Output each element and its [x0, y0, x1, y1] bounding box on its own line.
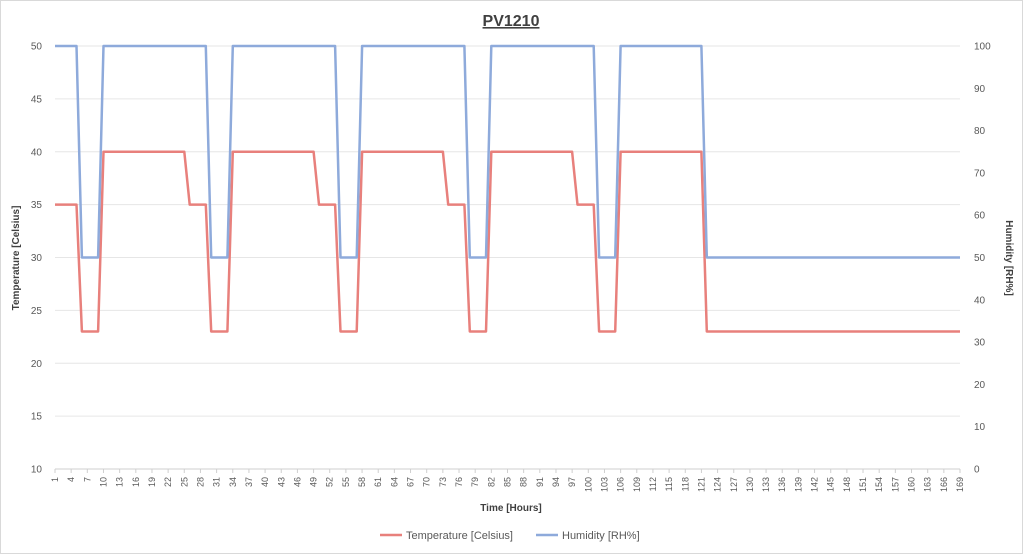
y-right-tick-label: 80: [974, 126, 986, 137]
x-tick-label: 46: [292, 477, 302, 487]
y-left-tick-label: 30: [31, 253, 43, 264]
x-tick-label: 16: [131, 477, 141, 487]
x-tick-label: 91: [535, 477, 545, 487]
y-left-tick-label: 20: [31, 359, 43, 370]
x-tick-label: 103: [599, 477, 609, 492]
series-lines: [55, 44, 960, 333]
x-tick-label: 61: [373, 477, 383, 487]
x-tick-label: 19: [147, 477, 157, 487]
x-tick-label: 37: [244, 477, 254, 487]
x-tick-label: 10: [98, 477, 108, 487]
x-tick-label: 73: [438, 477, 448, 487]
y-right-tick-label: 10: [974, 422, 986, 433]
x-tick-label: 115: [664, 477, 674, 491]
x-tick-label: 7: [82, 477, 92, 482]
x-tick-label: 52: [325, 477, 335, 487]
y-right-tick-label: 0: [974, 465, 980, 476]
y-left-tick-label: 35: [31, 200, 43, 211]
x-tick-label: 106: [616, 477, 626, 492]
x-tick-label: 31: [212, 477, 222, 487]
x-tick-label: 124: [713, 477, 723, 492]
y-right-tick-label: 40: [974, 295, 986, 306]
x-tick-label: 1: [50, 477, 60, 482]
x-axis-title: Time [Hours]: [480, 503, 542, 514]
y-right-tick-label: 50: [974, 253, 986, 264]
x-tick-label: 142: [810, 477, 820, 492]
x-tick-label: 169: [955, 477, 965, 492]
x-tick-label: 70: [422, 477, 432, 487]
humidity-series-line: [55, 44, 960, 259]
x-tick-label: 64: [389, 477, 399, 487]
x-tick-label: 43: [276, 477, 286, 487]
x-tick-label: 58: [357, 477, 367, 487]
x-tick-label: 112: [648, 477, 658, 491]
x-tick-label: 55: [341, 477, 351, 487]
x-tick-label: 136: [777, 477, 787, 492]
y-left-tick-label: 45: [31, 94, 43, 105]
x-tick-label: 109: [632, 477, 642, 492]
x-tick-label: 100: [583, 477, 593, 492]
x-tick-label: 22: [163, 477, 173, 487]
x-tick-label: 145: [826, 477, 836, 492]
y-left-tick-label: 50: [31, 42, 43, 53]
legend: Temperature [Celsius] Humidity [RH%]: [380, 530, 640, 542]
x-tick-label: 25: [179, 477, 189, 487]
y-left-tick-label: 25: [31, 306, 43, 317]
y-axis-left-title: Temperature [Celsius]: [11, 206, 22, 311]
x-tick-label: 121: [696, 477, 706, 492]
temperature-series-line: [55, 150, 960, 333]
axes: 10 15 20 25 30 35 40 45 50 0 10 20 30 40 50 60 70 80 90 100…: [31, 42, 991, 493]
x-tick-label: 82: [486, 477, 496, 487]
x-tick-label: 34: [228, 477, 238, 487]
x-tick-label: 94: [551, 477, 561, 487]
x-tick-label: 85: [503, 477, 513, 487]
x-tick-label: 157: [890, 477, 900, 492]
y-right-tick-label: 60: [974, 211, 986, 222]
y-left-tick-label: 15: [31, 412, 43, 423]
y-right-tick-label: 70: [974, 168, 986, 179]
x-tick-label: 118: [680, 477, 690, 491]
x-tick-label: 130: [745, 477, 755, 492]
legend-label-temperature: Temperature [Celsius]: [406, 530, 513, 542]
x-tick-label: 13: [115, 477, 125, 487]
chart-title: PV1210: [483, 13, 540, 30]
x-tick-label: 88: [519, 477, 529, 487]
x-tick-label: 76: [454, 477, 464, 487]
x-tick-label: 40: [260, 477, 270, 487]
x-tick-label: 139: [793, 477, 803, 492]
x-tick-label: 49: [309, 477, 319, 487]
x-tick-label: 79: [470, 477, 480, 487]
x-tick-label: 67: [406, 477, 416, 487]
x-tick-label: 166: [939, 477, 949, 492]
x-tick-label: 148: [842, 477, 852, 492]
x-tick-label: 4: [66, 477, 76, 482]
x-tick-label: 97: [567, 477, 577, 487]
x-tick-label: 28: [195, 477, 205, 487]
x-tick-label: 160: [907, 477, 917, 492]
x-tick-label: 127: [729, 477, 739, 492]
y-right-tick-label: 90: [974, 84, 986, 95]
x-tick-label: 154: [874, 477, 884, 492]
legend-label-humidity: Humidity [RH%]: [562, 530, 640, 542]
x-tick-label: 163: [923, 477, 933, 492]
y-axis-right-title: Humidity [RH%]: [1003, 220, 1014, 296]
y-left-tick-label: 10: [31, 465, 43, 476]
y-right-tick-label: 100: [974, 42, 991, 53]
x-tick-label: 151: [858, 477, 868, 492]
y-left-tick-label: 40: [31, 147, 43, 158]
y-right-tick-label: 20: [974, 380, 986, 391]
x-tick-label: 133: [761, 477, 771, 492]
y-right-tick-label: 30: [974, 338, 986, 349]
